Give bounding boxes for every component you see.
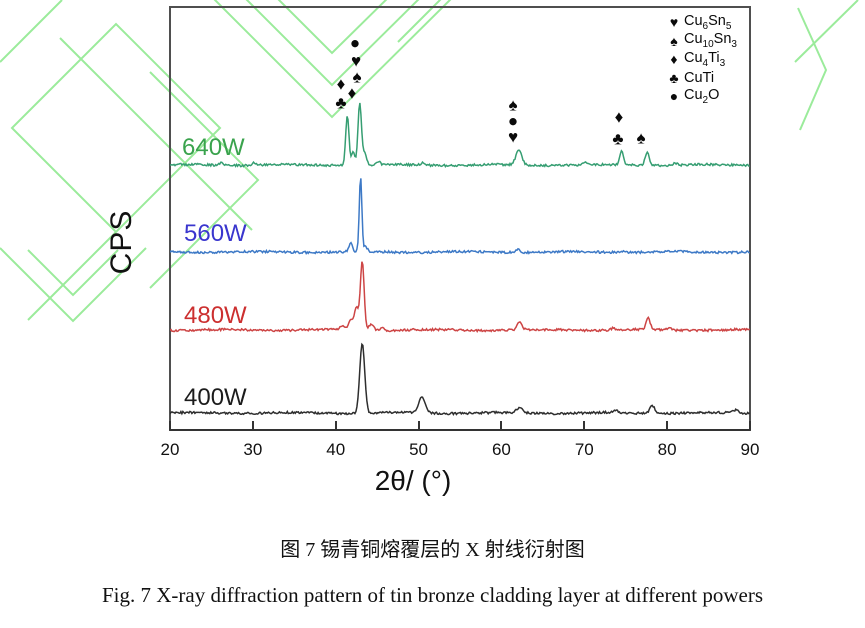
peak-marker-10: ♣ — [612, 129, 624, 149]
y-axis-label: CPS — [105, 209, 138, 275]
xrd-trace-480W — [170, 261, 750, 334]
peak-marker-11: ♠ — [636, 128, 646, 148]
x-tick-label-40: 40 — [326, 440, 346, 459]
peak-marker-5: ♦ — [347, 83, 357, 103]
x-tick-label-50: 50 — [409, 440, 429, 459]
xrd-trace-400W — [170, 342, 750, 417]
plot-frame — [169, 6, 751, 431]
legend-symbol-icon: ♣ — [669, 69, 679, 86]
legend-row-2: ♦ Cu4Ti3 — [664, 50, 737, 69]
peak-marker-1: ♣ — [335, 93, 347, 113]
legend-symbol-icon: ● — [669, 88, 679, 105]
caption-english: Fig. 7 X-ray diffraction pattern of tin … — [101, 583, 764, 607]
x-tick-label-70: 70 — [574, 440, 594, 459]
peak-marker-3: ♥ — [350, 51, 362, 71]
x-axis-tick-50 — [417, 421, 420, 430]
legend-symbol-icon: ♥ — [669, 14, 679, 31]
x-axis-tick-40 — [334, 421, 337, 430]
peak-marker-0: ♦ — [336, 74, 346, 94]
peak-marker-2: ● — [349, 33, 361, 53]
x-tick-label-20: 20 — [160, 440, 180, 459]
peak-marker-4: ♠ — [352, 67, 362, 87]
peak-marker-8: ♥ — [507, 127, 519, 147]
peak-marker-7: ● — [507, 111, 519, 131]
x-axis-label: 2θ/ (°) — [374, 465, 452, 496]
x-axis-tick-70 — [583, 421, 586, 430]
peak-marker-9: ♦ — [614, 107, 624, 127]
caption-chinese: 图 7 锡青铜熔覆层的 X 射线衍射图 — [280, 539, 585, 561]
x-axis-tick-80 — [666, 421, 669, 430]
trace-label-400W: 400W — [184, 384, 247, 411]
legend-phase-formula: Cu10Sn3 — [684, 31, 737, 51]
phase-legend: ♥ Cu6Sn5 ♠ Cu10Sn3 ♦ Cu4Ti3 ♣ CuTi ● Cu2O — [664, 13, 737, 106]
trace-label-560W: 560W — [184, 220, 247, 247]
legend-row-3: ♣ CuTi — [664, 69, 737, 88]
x-tick-label-30: 30 — [243, 440, 263, 459]
legend-symbol-icon: ♦ — [670, 51, 678, 68]
x-axis-tick-20 — [169, 421, 171, 430]
legend-phase-formula: Cu2O — [684, 86, 720, 106]
x-axis-tick-90 — [749, 421, 751, 430]
peak-marker-6: ♠ — [508, 95, 518, 115]
trace-label-480W: 480W — [184, 302, 247, 329]
x-tick-label-60: 60 — [491, 440, 511, 459]
xrd-trace-640W — [170, 102, 750, 168]
legend-phase-formula: Cu4Ti3 — [684, 49, 726, 69]
x-axis-tick-60 — [500, 421, 503, 430]
trace-label-640W: 640W — [182, 134, 245, 161]
x-tick-label-80: 80 — [657, 440, 677, 459]
xrd-traces — [170, 102, 750, 417]
legend-row-0: ♥ Cu6Sn5 — [664, 13, 737, 32]
xrd-trace-560W — [170, 178, 750, 256]
legend-phase-formula: Cu6Sn5 — [684, 12, 732, 32]
x-tick-label-90: 90 — [740, 440, 760, 459]
x-axis-tick-30 — [251, 421, 254, 430]
legend-phase-formula: CuTi — [684, 69, 715, 86]
legend-symbol-icon: ♠ — [670, 32, 678, 49]
legend-row-1: ♠ Cu10Sn3 — [664, 31, 737, 51]
legend-row-4: ● Cu2O — [664, 87, 737, 106]
